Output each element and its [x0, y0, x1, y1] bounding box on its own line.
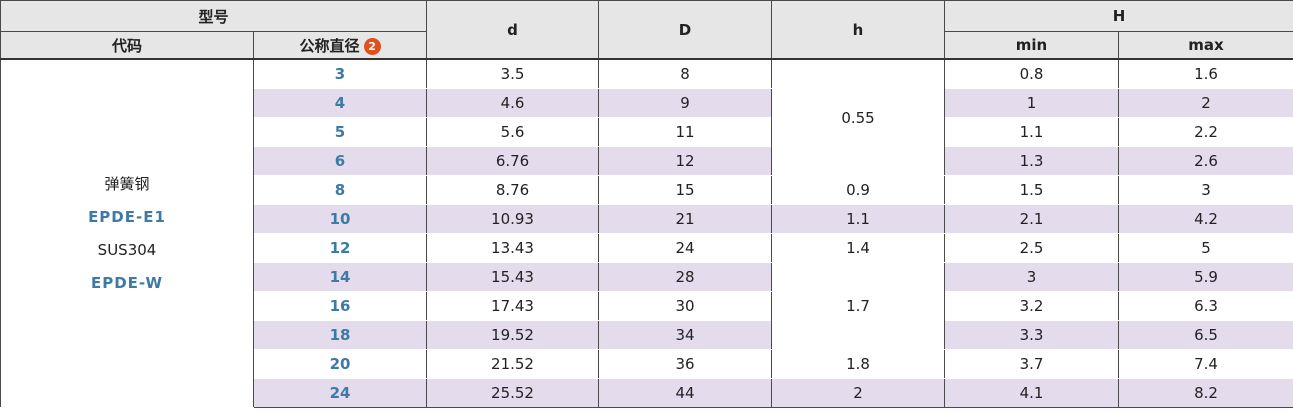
size-cell: 14	[252, 262, 428, 292]
table-row: 24 25.52 44 2 4.1 8.2	[1, 378, 1293, 408]
d-cell: 13.43	[426, 233, 600, 263]
H-min-cell: 1.5	[944, 175, 1120, 205]
D-cell: 21	[598, 204, 773, 234]
table-row: 4 4.6 9 1 2	[1, 88, 1293, 118]
D-cell: 36	[598, 349, 773, 379]
H-min-cell: 3.3	[944, 320, 1120, 350]
h-cell: 2	[771, 378, 946, 408]
H-max-cell: 2.2	[1118, 117, 1293, 147]
H-min-cell: 4.1	[944, 378, 1120, 408]
code-header: 代码	[0, 31, 254, 60]
size-cell: 10	[252, 204, 428, 234]
size-cell: 6	[252, 146, 428, 176]
table-row: 6 6.76 12 1.3 2.6	[1, 146, 1293, 176]
D-cell: 34	[598, 320, 773, 350]
d-cell: 6.76	[426, 146, 600, 176]
D-cell: 15	[598, 175, 773, 205]
spec-table-body: 弹簧钢 EPDE-E1 SUS304 EPDE-W 3 3.5 8 0.55 0.8 1.6 4 4.…	[0, 58, 1293, 408]
H-max-cell: 6.5	[1118, 320, 1293, 350]
d-cell: 15.43	[426, 262, 600, 292]
table-row: 18 19.52 34 3.3 6.5	[1, 320, 1293, 350]
D-cell: 28	[598, 262, 773, 292]
h-cell: 0.55	[771, 58, 946, 176]
nominal-diameter-label: 公称直径	[299, 36, 360, 55]
H-min-cell: 3.7	[944, 349, 1120, 379]
table-row: 8 8.76 15 0.9 1.5 3	[1, 175, 1293, 205]
H-max-cell: 2	[1118, 88, 1293, 118]
H-max-cell: 4.2	[1118, 204, 1293, 234]
table-row: 5 5.6 11 1.1 2.2	[1, 117, 1293, 147]
d-cell: 8.76	[426, 175, 600, 205]
table-row: 14 15.43 28 1.7 3 5.9	[1, 262, 1293, 350]
size-cell: 16	[252, 291, 428, 321]
size-cell: 20	[252, 349, 428, 379]
h-cell: 1.7	[771, 262, 946, 350]
H-max-header: max	[1118, 31, 1293, 60]
d-cell: 4.6	[426, 88, 600, 118]
table-row: 10 10.93 21 1.1 2.1 4.2	[1, 204, 1293, 234]
size-cell: 24	[252, 378, 428, 408]
D-cell: 12	[598, 146, 773, 176]
table-row: 弹簧钢 EPDE-E1 SUS304 EPDE-W 3 3.5 8 0.55 0.8 1.6	[0, 58, 1293, 408]
D-cell: 44	[598, 378, 773, 408]
col-h-header: h	[771, 0, 946, 60]
H-max-cell: 1.6	[1118, 58, 1293, 89]
size-cell: 5	[252, 117, 428, 147]
H-max-cell: 5	[1118, 233, 1293, 263]
D-cell: 8	[598, 58, 773, 89]
size-cell: 8	[252, 175, 428, 205]
table-row: 12 13.43 24 1.4 2.5 5	[1, 233, 1293, 263]
H-max-cell: 6.3	[1118, 291, 1293, 321]
material-2-code: EPDE-W	[90, 273, 164, 292]
H-min-cell: 2.5	[944, 233, 1120, 263]
model-group-header: 型号	[0, 0, 428, 32]
H-min-header: min	[944, 31, 1120, 60]
material-1-name: 弹簧钢	[104, 174, 150, 193]
table-row: 20 21.52 36 1.8 3.7 7.4	[1, 349, 1293, 379]
h-cell: 1.1	[771, 204, 946, 234]
H-min-cell: 3	[944, 262, 1120, 292]
note-badge-icon: 2	[363, 37, 381, 55]
H-min-cell: 3.2	[944, 291, 1120, 321]
H-min-cell: 0.8	[944, 58, 1120, 89]
h-cell: 0.9	[771, 175, 946, 205]
material-cell: 弹簧钢 EPDE-E1 SUS304 EPDE-W	[0, 58, 254, 408]
size-cell: 12	[252, 233, 428, 263]
D-cell: 24	[598, 233, 773, 263]
d-cell: 3.5	[426, 58, 600, 89]
col-H-header: H	[944, 0, 1293, 32]
H-max-cell: 3	[1118, 175, 1293, 205]
size-cell: 18	[252, 320, 428, 350]
D-cell: 11	[598, 117, 773, 147]
col-d-header: d	[426, 0, 600, 60]
H-max-cell: 8.2	[1118, 378, 1293, 408]
col-D-header: D	[598, 0, 773, 60]
d-cell: 21.52	[426, 349, 600, 379]
d-cell: 10.93	[426, 204, 600, 234]
H-max-cell: 7.4	[1118, 349, 1293, 379]
d-cell: 19.52	[426, 320, 600, 350]
H-max-cell: 5.9	[1118, 262, 1293, 292]
H-min-cell: 2.1	[944, 204, 1120, 234]
material-1-code: EPDE-E1	[88, 207, 166, 226]
size-cell: 4	[252, 88, 428, 118]
h-cell: 1.4	[771, 233, 946, 263]
material-2-name: SUS304	[97, 240, 157, 259]
D-cell: 30	[598, 291, 773, 321]
d-cell: 17.43	[426, 291, 600, 321]
d-cell: 5.6	[426, 117, 600, 147]
d-cell: 25.52	[426, 378, 600, 408]
D-cell: 9	[598, 88, 773, 118]
H-min-cell: 1.3	[944, 146, 1120, 176]
size-cell: 3	[252, 58, 428, 89]
H-max-cell: 2.6	[1118, 146, 1293, 176]
h-cell: 1.8	[771, 349, 946, 379]
H-min-cell: 1	[944, 88, 1120, 118]
H-min-cell: 1.1	[944, 117, 1120, 147]
table-row: 16 17.43 30 3.2 6.3	[1, 291, 1293, 321]
nominal-diameter-header: 公称直径 2	[252, 31, 428, 60]
